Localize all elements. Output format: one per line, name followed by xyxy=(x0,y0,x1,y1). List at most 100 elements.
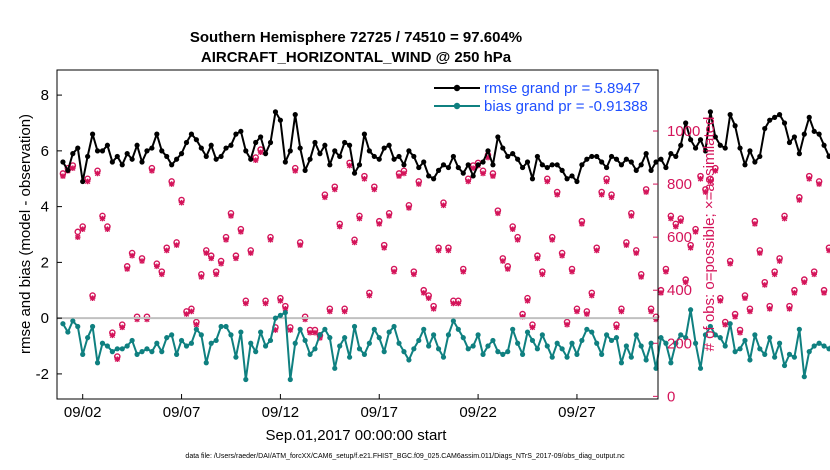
bias-point xyxy=(776,340,783,346)
obs-assimilated-point xyxy=(534,255,541,262)
obs-assimilated-point xyxy=(356,215,363,222)
obs-assimilated-point xyxy=(623,242,630,248)
x-tick-label: 09/02 xyxy=(64,404,102,421)
rmse-point xyxy=(144,148,150,154)
rmse-point xyxy=(613,156,620,162)
rmse-point xyxy=(529,176,536,182)
rmse-point xyxy=(579,162,585,168)
obs-assimilated-point xyxy=(465,178,472,185)
bias-point xyxy=(139,349,145,355)
bias-point xyxy=(134,351,140,357)
obs-assimilated-point xyxy=(223,237,229,243)
obs-assimilated-point xyxy=(381,244,387,251)
bias-point xyxy=(549,354,555,360)
rmse-point xyxy=(445,164,452,171)
obs-assimilated-point xyxy=(559,252,565,259)
rmse-point xyxy=(426,173,432,179)
rmse-point xyxy=(623,156,629,162)
rmse-point xyxy=(747,148,753,154)
rmse-point xyxy=(213,156,219,162)
obs-assimilated-point xyxy=(801,279,808,286)
obs-assimilated-point xyxy=(544,178,551,185)
bias-point xyxy=(757,346,763,352)
obs-assimilated-point xyxy=(811,271,817,278)
bias-point xyxy=(277,312,283,318)
y-axis-label: rmse and bias (model - observation) xyxy=(17,114,34,354)
bias-point xyxy=(411,346,417,352)
obs-assimilated-point xyxy=(460,268,467,275)
bias-point xyxy=(124,343,130,349)
bias-point xyxy=(515,340,521,346)
obs-assimilated-point xyxy=(193,321,200,328)
rmse-point xyxy=(485,148,491,154)
bias-point xyxy=(584,326,590,332)
obs-assimilated-point xyxy=(618,308,625,315)
rmse-point xyxy=(60,159,66,165)
rmse-point xyxy=(470,173,476,179)
rmse-point xyxy=(139,159,145,165)
rmse-point xyxy=(94,148,101,154)
obs-assimilated-point xyxy=(406,205,412,211)
bias-point xyxy=(376,335,382,341)
rmse-point xyxy=(495,134,501,140)
bias-point xyxy=(307,351,313,357)
obs-assimilated-point xyxy=(757,250,763,256)
obs-assimilated-point xyxy=(776,258,783,264)
rmse-point xyxy=(465,162,471,168)
rmse-point xyxy=(772,114,778,120)
bias-point xyxy=(505,349,511,355)
bias-point xyxy=(554,340,560,346)
obs-assimilated-point xyxy=(692,229,699,235)
bias-point xyxy=(99,340,106,346)
rmse-point xyxy=(668,151,674,157)
obs-assimilated-point xyxy=(129,252,135,259)
bias-point xyxy=(85,335,91,341)
bias-point xyxy=(94,360,101,366)
bias-point xyxy=(519,351,526,357)
rmse-point xyxy=(346,142,353,148)
obs-assimilated-point xyxy=(697,175,704,182)
rmse-point xyxy=(628,159,634,165)
obs-assimilated-point xyxy=(366,292,373,299)
rmse-point xyxy=(337,153,343,160)
rmse-point xyxy=(688,137,694,143)
obs-assimilated-point xyxy=(233,255,239,262)
obs-assimilated-point xyxy=(598,191,605,198)
x-tick-label: 09/17 xyxy=(360,404,398,421)
rmse-point xyxy=(683,120,689,126)
bias-point xyxy=(781,362,788,369)
bias-line xyxy=(62,308,830,381)
y-tick-label: 8 xyxy=(41,87,49,104)
rmse-point xyxy=(500,145,506,151)
obs-assimilated-point xyxy=(608,194,615,201)
obs-assimilated-point xyxy=(781,215,788,222)
rmse-point xyxy=(134,142,140,148)
bias-point xyxy=(346,354,353,360)
bias-point xyxy=(188,340,195,346)
obs-assimilated-point xyxy=(593,247,600,254)
bias-series xyxy=(60,307,830,383)
bias-point xyxy=(791,354,798,360)
bias-point xyxy=(253,349,259,355)
obs-assimilated-point xyxy=(539,271,546,278)
bias-point xyxy=(267,337,274,344)
obs-assimilated-point xyxy=(826,247,830,254)
bias-point xyxy=(198,332,204,338)
bias-point xyxy=(75,323,81,330)
bias-point xyxy=(460,335,466,341)
obs-assimilated-point xyxy=(218,260,224,267)
obs-assimilated-point xyxy=(154,263,160,270)
obs-assimilated-point xyxy=(821,290,827,296)
rmse-point xyxy=(440,162,447,168)
obs-assimilated-point xyxy=(213,271,219,278)
bias-point xyxy=(203,360,209,366)
obs-assimilated-point xyxy=(178,199,185,206)
bias-point xyxy=(688,307,694,313)
bias-point xyxy=(292,340,298,346)
bias-point xyxy=(529,337,536,344)
y2-tick-label: 1000 xyxy=(667,123,700,140)
rmse-point xyxy=(460,170,466,176)
obs-assimilated-point xyxy=(346,162,353,169)
obs-assimilated-point xyxy=(158,271,165,278)
obs-assimilated-point xyxy=(89,295,96,301)
